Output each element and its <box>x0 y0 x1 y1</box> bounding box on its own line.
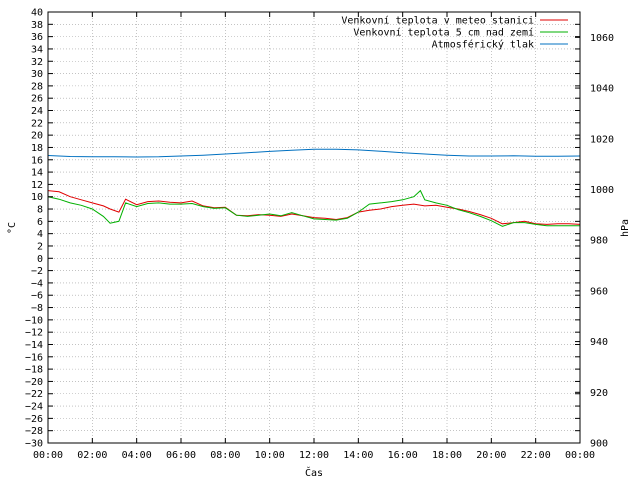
y-tick-label: 24 <box>31 106 43 117</box>
x-tick-label: 12:00 <box>299 450 329 461</box>
x-tick-label: 06:00 <box>166 450 196 461</box>
y-tick-label: 18 <box>31 143 43 154</box>
legend-label-2: Venkovní teplota 5 cm nad zemí <box>353 27 534 39</box>
grid <box>48 12 580 443</box>
x-tick-label: 20:00 <box>476 450 506 461</box>
y-tick-label: −26 <box>25 414 43 425</box>
y-tick-label: −2 <box>31 266 43 277</box>
y-tick-label: −10 <box>25 315 43 326</box>
y-tick-label: −24 <box>25 402 43 413</box>
y-tick-label: −12 <box>25 328 43 339</box>
y-tick-label: −4 <box>31 278 43 289</box>
y-tick-label: 30 <box>31 69 43 80</box>
x-tick-label: 22:00 <box>521 450 551 461</box>
x-tick-label: 00:00 <box>33 450 63 461</box>
y-tick-label: 22 <box>31 118 43 129</box>
y2-tick-label: 1060 <box>590 33 614 44</box>
y-tick-label: −20 <box>25 377 43 388</box>
y-tick-label: 0 <box>37 254 43 265</box>
y-tick-label: −6 <box>31 291 43 302</box>
x-tick-label: 00:00 <box>565 450 595 461</box>
y-tick-label: 20 <box>31 131 43 142</box>
y-tick-label: 6 <box>37 217 43 228</box>
y-tick-label: 28 <box>31 81 43 92</box>
y-tick-label: 12 <box>31 180 43 191</box>
y-tick-label: 26 <box>31 94 43 105</box>
y-tick-label: −28 <box>25 426 43 437</box>
y-tick-label: −18 <box>25 365 43 376</box>
series-line-1 <box>47 190 581 225</box>
y-tick-label: 34 <box>31 44 43 55</box>
y-tick-label: 10 <box>31 192 43 203</box>
series-line-2 <box>47 189 580 227</box>
y-tick-label: 16 <box>31 155 43 166</box>
y-tick-label: −14 <box>25 340 43 351</box>
y-tick-label: 4 <box>37 229 43 240</box>
y-axis-title: °C <box>7 222 18 234</box>
y2-tick-label: 980 <box>590 236 608 247</box>
y-tick-label: −8 <box>31 303 43 314</box>
y2-axis-title: hPa <box>620 219 631 237</box>
y-tick-label: 38 <box>31 20 43 31</box>
x-axis-title: Čas <box>305 466 323 479</box>
series-line-3 <box>47 148 581 158</box>
y2-tick-label: 1040 <box>590 84 614 95</box>
x-tick-label: 14:00 <box>343 450 373 461</box>
y2-tick-label: 900 <box>590 439 608 450</box>
series-lines <box>47 148 581 227</box>
y2-tick-label: 1020 <box>590 134 614 145</box>
legend-label-1: Venkovní teplota v meteo stanici <box>341 15 534 27</box>
x-tick-label: 18:00 <box>432 450 462 461</box>
y-tick-label: 40 <box>31 8 43 19</box>
y2-tick-label: 960 <box>590 286 608 297</box>
y-tick-label: 14 <box>31 168 43 179</box>
legend: Venkovní teplota v meteo staniciVenkovní… <box>341 15 568 51</box>
y-tick-label: −16 <box>25 352 43 363</box>
y-tick-label: −30 <box>25 439 43 450</box>
y2-tick-label: 920 <box>590 388 608 399</box>
y-tick-label: 32 <box>31 57 43 68</box>
y-tick-label: 8 <box>37 205 43 216</box>
legend-label-3: Atmosférický tlak <box>432 39 534 51</box>
tick-labels: −30−28−26−24−22−20−18−16−14−12−10−8−6−4−… <box>25 8 614 462</box>
y-tick-label: −22 <box>25 389 43 400</box>
x-tick-label: 02:00 <box>77 450 107 461</box>
x-tick-label: 10:00 <box>255 450 285 461</box>
axis-ticks <box>47 11 581 444</box>
y2-tick-label: 1000 <box>590 185 614 196</box>
y-tick-label: 36 <box>31 32 43 43</box>
y-tick-label: 2 <box>37 241 43 252</box>
x-tick-label: 04:00 <box>122 450 152 461</box>
x-tick-label: 16:00 <box>388 450 418 461</box>
x-tick-label: 08:00 <box>210 450 240 461</box>
y2-tick-label: 940 <box>590 337 608 348</box>
